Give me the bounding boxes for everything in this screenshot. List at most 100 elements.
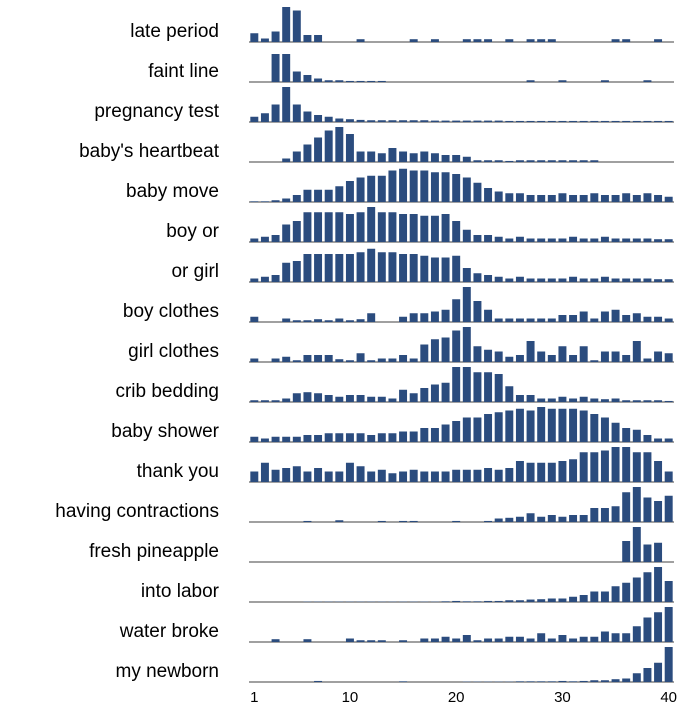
bar <box>515 516 524 522</box>
bar <box>526 681 535 682</box>
bar <box>611 586 620 602</box>
bar <box>335 471 344 482</box>
bar <box>345 134 354 162</box>
bar <box>462 287 471 322</box>
bar <box>494 160 503 162</box>
bar <box>473 469 482 482</box>
bar <box>388 358 397 362</box>
bar <box>388 170 397 202</box>
bar <box>430 339 439 362</box>
bar <box>622 315 631 322</box>
bar <box>622 193 631 202</box>
bar <box>547 120 556 122</box>
bar <box>271 235 280 242</box>
bar <box>526 120 535 122</box>
bar <box>664 581 673 602</box>
bar <box>399 316 408 322</box>
bar <box>611 398 620 402</box>
bar <box>600 311 609 322</box>
bar <box>643 120 652 122</box>
bar <box>515 276 524 282</box>
bar <box>388 473 397 482</box>
bar <box>420 428 429 442</box>
bar <box>569 195 578 202</box>
bar <box>271 400 280 402</box>
bar <box>600 195 609 202</box>
bar <box>558 193 567 202</box>
bar <box>494 638 503 642</box>
bar <box>600 631 609 642</box>
bar <box>632 195 641 202</box>
bar <box>452 421 461 442</box>
bar <box>537 599 546 602</box>
row-label: baby's heartbeat <box>79 141 220 162</box>
bar <box>260 236 269 242</box>
bar <box>569 236 578 242</box>
bar <box>600 508 609 522</box>
bar <box>473 301 482 322</box>
bar <box>462 367 471 402</box>
bar <box>335 212 344 242</box>
bar <box>462 327 471 362</box>
bar <box>590 360 599 362</box>
bar <box>345 320 354 322</box>
bar <box>654 662 663 682</box>
bar <box>611 238 620 242</box>
bar <box>356 252 365 282</box>
bar <box>452 600 461 602</box>
bar <box>324 130 333 162</box>
bar <box>664 495 673 522</box>
bar <box>250 33 259 42</box>
bar <box>335 318 344 322</box>
bar <box>367 120 376 122</box>
bar <box>622 120 631 122</box>
bar <box>622 633 631 642</box>
row-label: pregnancy test <box>94 101 219 122</box>
bar <box>345 462 354 482</box>
bar <box>654 316 663 322</box>
bar <box>654 279 663 282</box>
bar <box>250 316 259 322</box>
bar <box>494 374 503 402</box>
bar <box>611 120 620 122</box>
bar <box>303 212 312 242</box>
bar <box>590 508 599 522</box>
bar <box>643 400 652 402</box>
bar <box>462 229 471 242</box>
row-label: faint line <box>148 61 219 82</box>
bar <box>590 238 599 242</box>
bar <box>494 518 503 522</box>
bar <box>579 410 588 442</box>
bar <box>441 636 450 642</box>
bar <box>473 346 482 362</box>
bar <box>505 160 514 162</box>
bar <box>558 680 567 682</box>
bar <box>430 384 439 402</box>
bar <box>335 186 344 202</box>
bar <box>314 189 323 202</box>
bar <box>473 372 482 402</box>
bar <box>547 355 556 362</box>
bar <box>345 638 354 642</box>
bar <box>367 435 376 442</box>
bar <box>664 438 673 442</box>
bar <box>292 393 301 402</box>
bar <box>292 360 301 362</box>
bar <box>484 372 493 402</box>
bar <box>547 39 556 42</box>
bar <box>579 160 588 162</box>
bar <box>643 80 652 82</box>
bar <box>473 235 482 242</box>
bar <box>611 506 620 522</box>
bar <box>643 452 652 482</box>
bar <box>579 346 588 362</box>
bar <box>388 433 397 442</box>
bar <box>515 193 524 202</box>
bar <box>292 221 301 242</box>
bar <box>494 412 503 442</box>
bar <box>399 681 408 682</box>
bar <box>632 527 641 562</box>
row-label: boy or <box>166 221 219 242</box>
bar <box>462 417 471 442</box>
